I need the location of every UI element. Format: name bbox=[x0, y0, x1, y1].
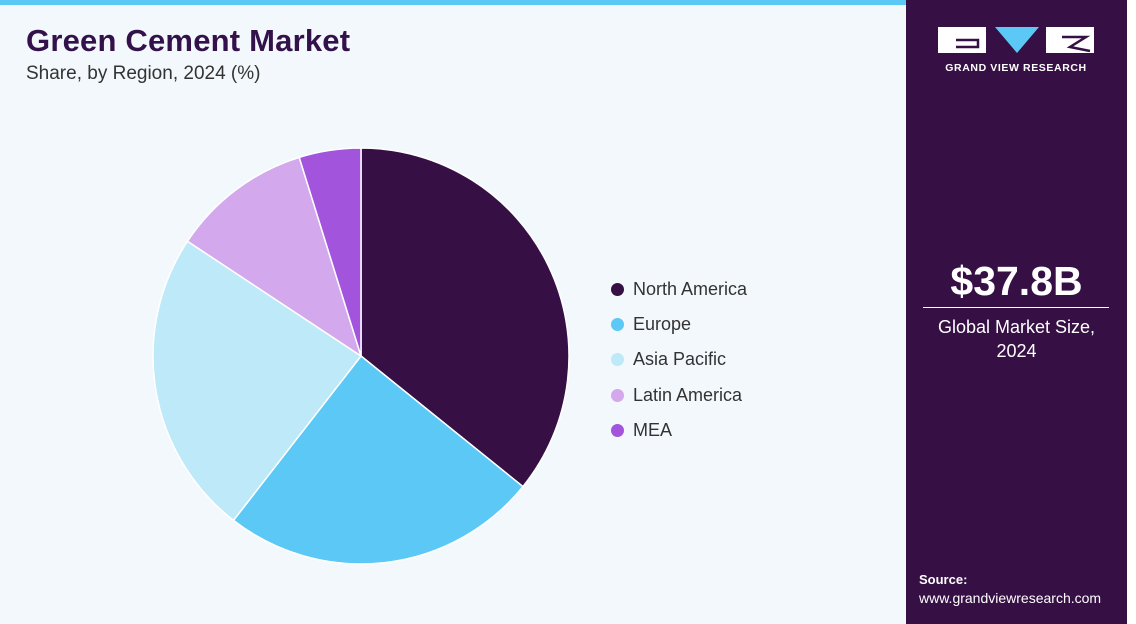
page-edge bbox=[1127, 0, 1136, 624]
info-sidebar: GRAND VIEW RESEARCH $37.8B Global Market… bbox=[906, 0, 1127, 624]
market-size-value: $37.8B bbox=[950, 258, 1083, 304]
legend-item: North America bbox=[611, 272, 747, 307]
gvr-logo-icon bbox=[938, 27, 1094, 53]
logo-text: GRAND VIEW RESEARCH bbox=[945, 62, 1087, 74]
legend-dot-icon bbox=[611, 423, 624, 437]
legend-label: Europe bbox=[633, 314, 692, 335]
pie-slice-europe bbox=[232, 354, 524, 565]
brand-logo: GRAND VIEW RESEARCH bbox=[938, 27, 1094, 77]
legend-label: Latin America bbox=[633, 384, 743, 405]
chart-subtitle: Share, by Region, 2024 (%) bbox=[26, 63, 261, 84]
source-label: Source: bbox=[919, 572, 968, 587]
legend-item: Asia Pacific bbox=[611, 342, 747, 377]
market-size-label-line1: Global Market Size, bbox=[937, 317, 1096, 337]
legend-label: North America bbox=[633, 279, 748, 300]
pie-slice-north-america bbox=[360, 147, 570, 488]
legend-item: MEA bbox=[611, 413, 747, 448]
legend-item: Europe bbox=[611, 307, 747, 342]
pie-slice-asia-pacific bbox=[152, 240, 363, 522]
market-size-label: Global Market Size, 2024 bbox=[906, 315, 1127, 363]
chart-legend: North America Europe Asia Pacific Latin Ame… bbox=[611, 272, 747, 448]
pie-slice-latin-america bbox=[186, 156, 363, 358]
pie-chart bbox=[152, 147, 570, 565]
legend-label: Asia Pacific bbox=[633, 349, 727, 370]
legend-dot-icon bbox=[611, 388, 624, 402]
legend-item: Latin America bbox=[611, 378, 747, 413]
legend-dot-icon bbox=[611, 283, 624, 297]
legend-dot-icon bbox=[611, 318, 624, 332]
market-size-label-line2: 2024 bbox=[996, 341, 1037, 361]
legend-label: MEA bbox=[633, 419, 673, 440]
legend-dot-icon bbox=[611, 353, 624, 367]
source-url[interactable]: www.grandviewresearch.com bbox=[919, 590, 1102, 606]
pie-slice-mea bbox=[298, 147, 362, 357]
divider bbox=[923, 307, 1109, 308]
chart-title: Green Cement Market bbox=[26, 23, 351, 58]
